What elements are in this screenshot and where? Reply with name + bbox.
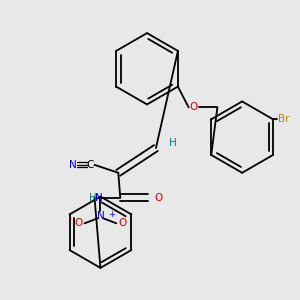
- Text: N: N: [69, 160, 76, 170]
- Text: N: N: [97, 212, 104, 221]
- Text: O: O: [118, 218, 126, 228]
- Text: +: +: [108, 210, 115, 219]
- Text: H: H: [169, 138, 177, 148]
- Text: -: -: [69, 214, 72, 223]
- Text: O: O: [190, 102, 198, 112]
- Text: N: N: [95, 193, 102, 202]
- Text: H: H: [89, 193, 97, 202]
- Text: Br: Br: [278, 114, 290, 124]
- Text: O: O: [74, 218, 83, 228]
- Text: O: O: [154, 193, 162, 202]
- Text: C: C: [87, 160, 94, 170]
